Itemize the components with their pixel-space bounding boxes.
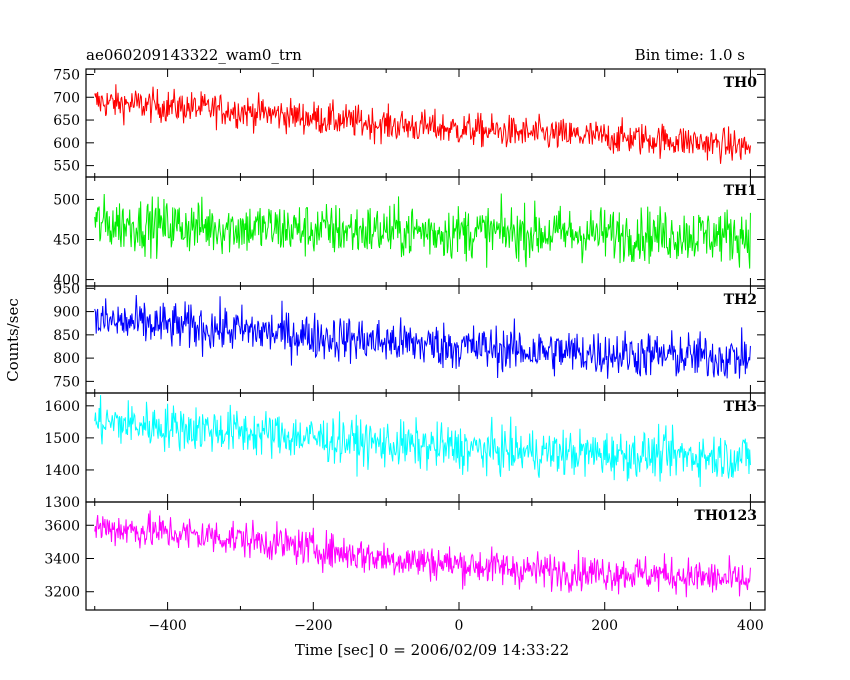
y-tick-label: 800 — [53, 351, 80, 367]
y-tick-label: 750 — [53, 374, 80, 390]
panel-label-th3: TH3 — [724, 399, 757, 415]
y-tick-label: 3600 — [44, 518, 80, 534]
panel-label-th1: TH1 — [724, 183, 757, 199]
y-tick-label: 600 — [53, 136, 80, 152]
panel-th0123: 3200 3400 3600 TH0123 — [44, 501, 766, 611]
x-tick-label: −200 — [294, 618, 332, 634]
panel-label-th2: TH2 — [724, 292, 757, 308]
panel-th2: 750 800 850 900 950 TH2 — [53, 281, 766, 394]
y-axis-label: Counts/sec — [4, 298, 22, 382]
bin-time-label: Bin time: 1.0 s — [635, 46, 745, 64]
panel-frame — [85, 501, 766, 611]
y-tick-label: 1500 — [44, 431, 80, 447]
y-tick-label: 3200 — [44, 585, 80, 601]
panel-label-th0123: TH0123 — [694, 508, 757, 524]
y-tick-label: 1300 — [44, 495, 80, 511]
x-axis: −400 −200 0 200 400 — [148, 618, 763, 634]
y-tick-label: 1600 — [44, 399, 80, 415]
panel-th1: 400 450 500 TH1 — [53, 176, 766, 289]
y-tick-label: 750 — [53, 67, 80, 83]
chart-title: ae060209143322_wam0_trn — [86, 46, 302, 64]
x-tick-label: 0 — [455, 618, 464, 634]
series-th3 — [94, 395, 751, 487]
panel-th0: 550 600 650 700 750 TH0 — [53, 67, 766, 178]
panel-th3: 1300 1400 1500 1600 TH3 — [44, 392, 766, 511]
y-tick-label: 950 — [53, 281, 80, 297]
x-axis-label: Time [sec] 0 = 2006/02/09 14:33:22 — [295, 641, 569, 659]
y-tick-label: 400 — [53, 273, 80, 289]
x-tick-label: 200 — [591, 618, 618, 634]
y-tick-label: 650 — [53, 113, 80, 129]
y-tick-label: 850 — [53, 328, 80, 344]
x-tick-label: 400 — [737, 618, 764, 634]
series-th1 — [94, 193, 751, 269]
y-tick-label: 1400 — [44, 463, 80, 479]
y-tick-label: 3400 — [44, 551, 80, 567]
y-tick-label: 900 — [53, 305, 80, 321]
y-tick-label: 500 — [53, 192, 80, 208]
panel-frame — [85, 285, 766, 394]
y-tick-label: 700 — [53, 90, 80, 106]
series-th0123 — [94, 510, 751, 598]
y-tick-label: 550 — [53, 159, 80, 175]
y-tick-label: 450 — [53, 233, 80, 249]
panels-group: 550 600 650 700 750 TH0 400 450 500 TH1 750 800 850 9… — [44, 67, 766, 611]
x-tick-label: −400 — [148, 618, 186, 634]
panel-label-th0: TH0 — [724, 75, 758, 91]
series-th2 — [94, 294, 751, 379]
series-th0 — [94, 84, 751, 164]
